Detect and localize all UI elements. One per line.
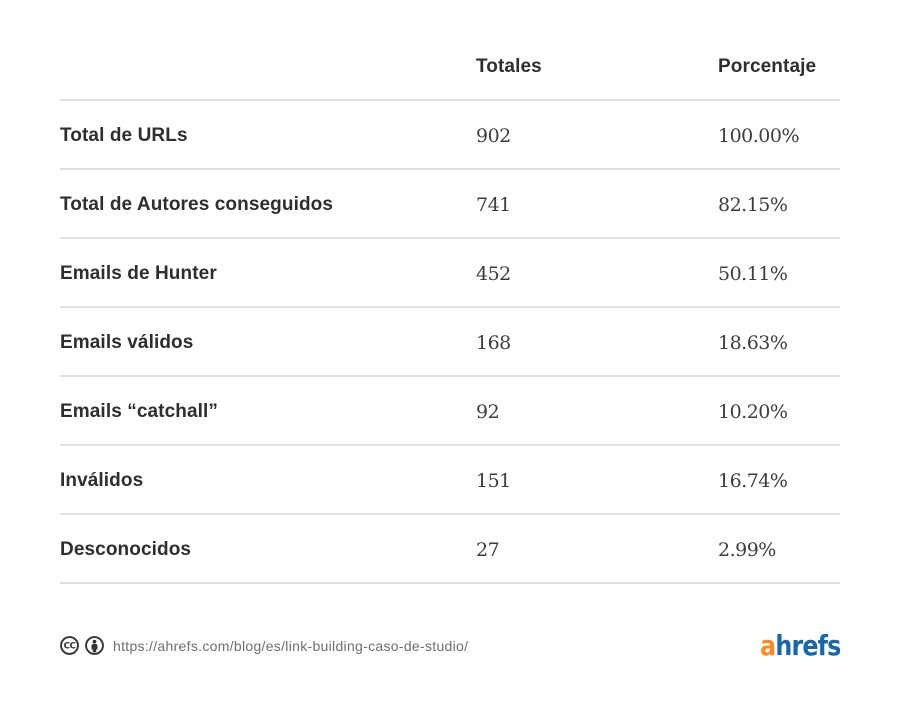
attribution-footer: CC https://ahrefs.com/blog/es/link-build…: [60, 632, 841, 660]
row-percentage-value: 50.11%: [718, 262, 788, 285]
attribution-person-icon: [85, 636, 104, 655]
row-label: Desconocidos: [60, 538, 192, 560]
row-percentage-value: 10.20%: [718, 400, 788, 423]
stats-table: Totales Porcentaje Total de URLs 902 100…: [60, 34, 840, 584]
row-percentage-value: 2.99%: [718, 538, 776, 561]
row-label: Emails de Hunter: [60, 262, 217, 284]
row-percentage-value: 18.63%: [718, 331, 788, 354]
row-label: Total de Autores conseguidos: [60, 193, 334, 215]
ahrefs-logo: ahrefs: [760, 632, 841, 660]
row-label: Inválidos: [60, 469, 144, 491]
row-label: Emails “catchall”: [60, 400, 218, 422]
row-total-value: 151: [476, 469, 511, 492]
row-total-value: 92: [476, 400, 500, 423]
table-row: Emails de Hunter 452 50.11%: [60, 239, 840, 308]
row-percentage-value: 82.15%: [718, 193, 788, 216]
row-percentage-value: 16.74%: [718, 469, 788, 492]
svg-text:CC: CC: [64, 642, 76, 652]
row-percentage-value: 100.00%: [718, 124, 800, 147]
creative-commons-icon: CC: [60, 636, 79, 655]
row-total-value: 452: [476, 262, 511, 285]
table-row: Desconocidos 27 2.99%: [60, 515, 840, 584]
column-header-porcentaje: Porcentaje: [718, 55, 817, 77]
row-total-value: 741: [476, 193, 511, 216]
row-label: Emails válidos: [60, 331, 194, 353]
column-header-totales: Totales: [476, 55, 542, 77]
source-url: https://ahrefs.com/blog/es/link-building…: [113, 637, 469, 654]
row-total-value: 168: [476, 331, 511, 354]
ahrefs-logo-a: a: [759, 629, 776, 662]
row-total-value: 27: [476, 538, 500, 561]
row-total-value: 902: [476, 124, 511, 147]
license-icons: CC: [60, 636, 104, 655]
table-row: Emails válidos 168 18.63%: [60, 308, 840, 377]
table-row: Total de Autores conseguidos 741 82.15%: [60, 170, 840, 239]
row-label: Total de URLs: [60, 124, 188, 146]
table-row: Total de URLs 902 100.00%: [60, 101, 840, 170]
table-row: Emails “catchall” 92 10.20%: [60, 377, 840, 446]
ahrefs-logo-hrefs: hrefs: [774, 629, 841, 662]
table-header-row: Totales Porcentaje: [60, 34, 840, 101]
table-row: Inválidos 151 16.74%: [60, 446, 840, 515]
